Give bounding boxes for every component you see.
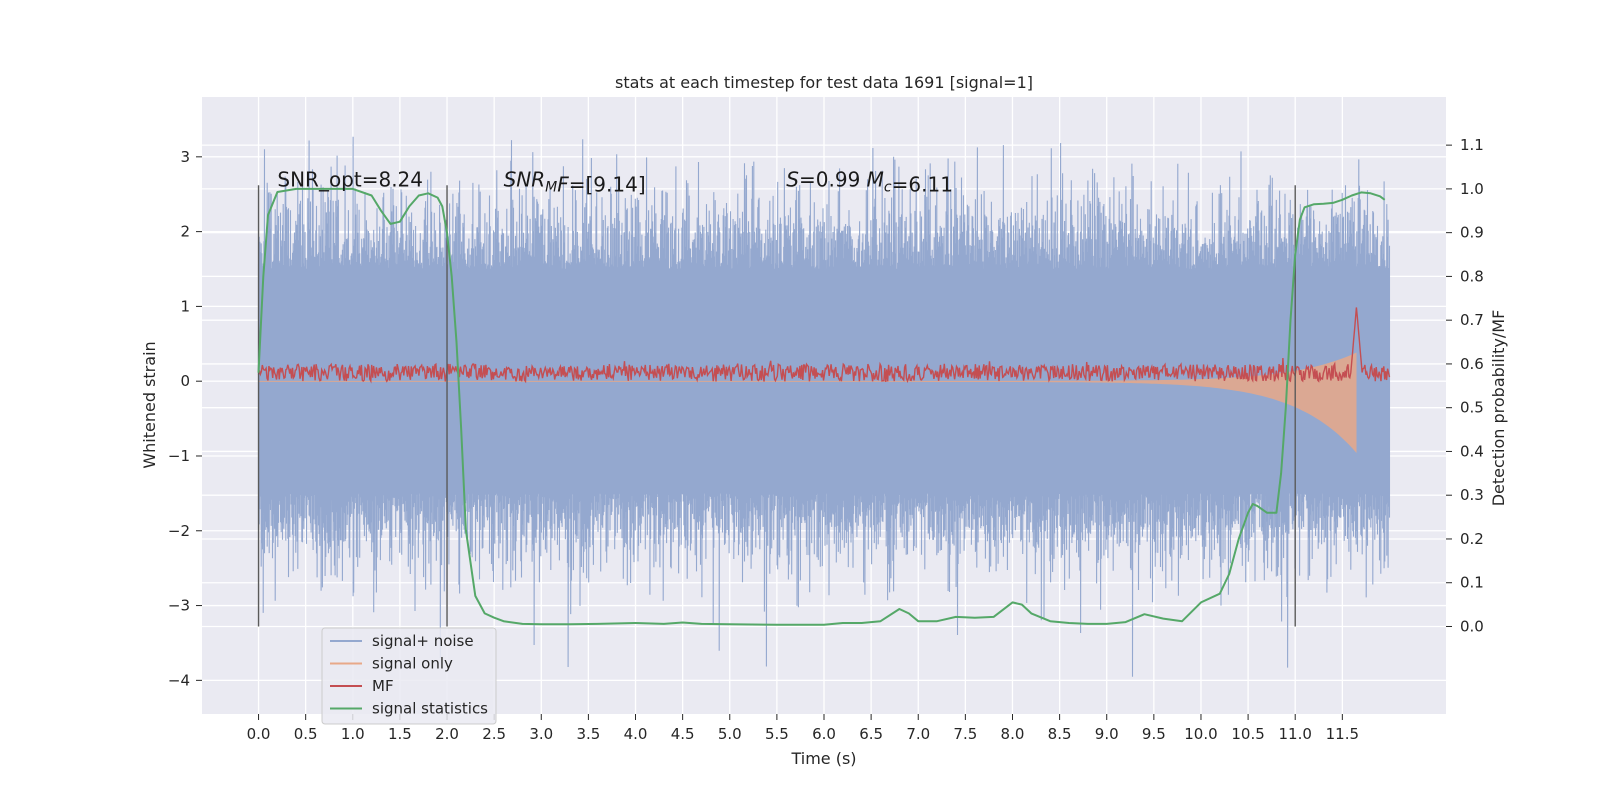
x-tick-label: 11.5 — [1326, 725, 1359, 743]
x-tick-label: 1.5 — [388, 725, 412, 743]
legend-label: signal only — [372, 655, 453, 673]
signal-statistics-line — [257, 187, 1386, 626]
y-axis-left-label: Whitened strain — [140, 341, 159, 468]
y-right-tick-label: 0.1 — [1460, 574, 1484, 592]
x-tick-label: 3.0 — [529, 725, 553, 743]
x-tick-label: 0.0 — [247, 725, 271, 743]
x-tick-label: 8.0 — [1001, 725, 1025, 743]
x-tick-label: 9.5 — [1142, 725, 1166, 743]
x-tick-label: 10.5 — [1231, 725, 1264, 743]
y-right-tick-label: 0.8 — [1460, 267, 1484, 285]
annotation-part: =[9.14] — [569, 173, 646, 197]
y-axis-left-ticks: −4 −3 −2 −1 0 1 2 3 — [168, 148, 202, 689]
signal-statistics-series — [257, 187, 1386, 626]
annotation-text: SNR_opt=8.24 — [277, 168, 423, 192]
y-right-tick-label: 0.0 — [1460, 617, 1484, 635]
legend-box — [321, 627, 497, 725]
chart-title: stats at each timestep for test data 169… — [615, 73, 1033, 92]
x-tick-label: 4.0 — [624, 725, 648, 743]
annotation-part: SNR — [504, 168, 546, 192]
annotation-part: M — [545, 180, 557, 196]
legend-label: MF — [372, 677, 394, 695]
y-tick-label: −1 — [168, 447, 190, 465]
annotations: SNR_opt=8.24 SNRMF=[9.14] S=0.99 Mc=6.11 — [277, 168, 953, 197]
x-tick-label: 2.0 — [435, 725, 459, 743]
x-tick-label: 5.0 — [718, 725, 742, 743]
x-tick-label: 1.0 — [341, 725, 365, 743]
y-tick-label: 1 — [180, 297, 190, 315]
x-tick-label: 5.5 — [765, 725, 789, 743]
annotation-part: F — [557, 173, 569, 197]
x-tick-label: 7.5 — [953, 725, 977, 743]
annotation-text: S=0.99 Mc=6.11 — [786, 168, 953, 197]
x-tick-label: 10.0 — [1184, 725, 1217, 743]
y-right-tick-label: 0.2 — [1460, 530, 1484, 548]
x-tick-label: 8.5 — [1048, 725, 1072, 743]
x-axis-label: Time (s) — [790, 749, 856, 768]
y-axis-right-ticks: 0.0 0.1 0.2 0.3 0.4 0.5 0.6 0.7 0.8 0.9 1.0 1.1 — [1446, 136, 1484, 635]
x-tick-label: 7.0 — [906, 725, 930, 743]
annotation-part: S — [786, 168, 799, 192]
x-axis-ticks: 0.0 0.5 1.0 1.5 2.0 2.5 3.0 3.5 4.0 4.5 5.0 5.5 6.0 6… — [247, 714, 1359, 743]
legend: signal+ noise signal only MF signal statist… — [321, 627, 497, 725]
annotation-text: SNRMF=[9.14] — [504, 168, 646, 197]
y-right-tick-label: 1.0 — [1460, 180, 1484, 198]
y-right-tick-label: 1.1 — [1460, 136, 1484, 154]
x-tick-label: 6.5 — [859, 725, 883, 743]
y-tick-label: −3 — [168, 597, 190, 615]
y-right-tick-label: 0.6 — [1460, 355, 1484, 373]
y-axis-right-label: Detection probability/MF — [1489, 310, 1508, 507]
y-right-tick-label: 0.3 — [1460, 486, 1484, 504]
x-tick-label: 6.0 — [812, 725, 836, 743]
annotation-part: =6.11 — [892, 173, 953, 197]
y-right-tick-label: 0.9 — [1460, 224, 1484, 242]
x-tick-label: 2.5 — [482, 725, 506, 743]
x-tick-label: 3.5 — [576, 725, 600, 743]
y-right-tick-label: 0.7 — [1460, 311, 1484, 329]
annotation-part: M — [867, 168, 884, 192]
y-tick-label: −2 — [168, 522, 190, 540]
y-tick-label: 2 — [180, 223, 190, 241]
legend-label: signal+ noise — [372, 632, 474, 650]
y-right-tick-label: 0.4 — [1460, 442, 1484, 460]
x-tick-label: 11.0 — [1279, 725, 1312, 743]
y-tick-label: 0 — [180, 372, 190, 390]
y-right-tick-label: 0.5 — [1460, 399, 1484, 417]
x-tick-label: 0.5 — [294, 725, 318, 743]
legend-label: signal statistics — [372, 700, 488, 718]
annotation-part: c — [884, 180, 892, 196]
y-tick-label: 3 — [180, 148, 190, 166]
x-tick-label: 4.5 — [671, 725, 695, 743]
y-tick-label: −4 — [168, 671, 190, 689]
x-tick-label: 9.0 — [1095, 725, 1119, 743]
annotation-part: =0.99 — [799, 168, 867, 192]
